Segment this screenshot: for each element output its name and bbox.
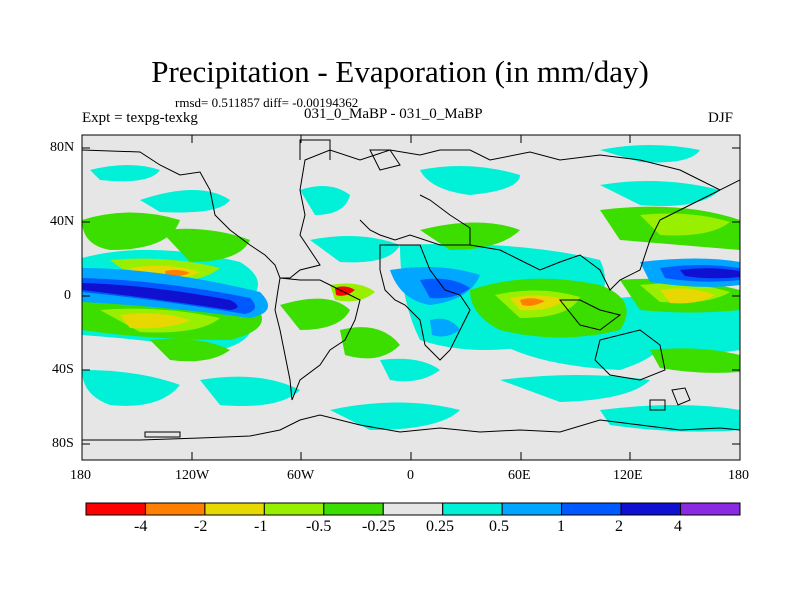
colorbar-swatch-11 — [680, 502, 741, 516]
lon-label-60w: 60W — [287, 468, 315, 483]
plot-title: Precipitation - Evaporation (in mm/day) — [151, 54, 649, 89]
colorbar-swatch-8 — [501, 502, 563, 516]
field-darkblue — [82, 268, 740, 310]
colorbar-swatch-10 — [620, 502, 682, 516]
colorbar-label-7: 0.5 — [489, 518, 509, 535]
lat-label-40n: 40N — [50, 214, 75, 229]
coastlines — [82, 139, 740, 441]
colorbar-swatch-7 — [442, 502, 503, 516]
colorbar-swatch-4 — [263, 502, 325, 516]
colorbar-label-5: -0.25 — [362, 518, 396, 535]
lon-label-0: 0 — [407, 468, 414, 483]
colorbar-swatch-9 — [561, 502, 622, 516]
lon-label-60e: 60E — [508, 468, 531, 483]
colorbar-swatch-6 — [382, 502, 444, 516]
colorbar-swatch-1 — [85, 502, 146, 516]
lon-label-180e: 180 — [728, 468, 749, 483]
colorbar-swatch-2 — [144, 502, 206, 516]
map-field — [82, 135, 740, 460]
lat-label-40s: 40S — [52, 362, 74, 377]
colorbar-swatch-3 — [204, 502, 265, 516]
colorbar-label-8: 1 — [557, 518, 565, 535]
axis-ticks — [81, 135, 741, 460]
field-red — [165, 269, 545, 306]
lat-label-0: 0 — [64, 288, 71, 303]
lon-label-180w: 180 — [70, 468, 91, 483]
lon-label-120e: 120E — [613, 468, 643, 483]
experiment-label: Expt = texpg-texkg — [82, 110, 198, 126]
runs-label: 031_0_MaBP - 031_0_MaBP — [304, 106, 483, 122]
colorbar — [85, 502, 741, 516]
colorbar-label-2: -2 — [194, 518, 208, 535]
colorbar-label-6: 0.25 — [426, 518, 454, 535]
colorbar-label-9: 2 — [615, 518, 623, 535]
lat-label-80n: 80N — [50, 140, 75, 155]
lon-label-120w: 120W — [175, 468, 210, 483]
lat-label-80s: 80S — [52, 436, 74, 451]
colorbar-label-10: 4 — [674, 518, 682, 535]
colorbar-label-3: -1 — [254, 518, 268, 535]
colorbar-swatch-5 — [323, 502, 384, 516]
stats-text: rmsd= 0.511857 diff= -0.00194362 — [175, 95, 359, 110]
season-label: DJF — [708, 110, 734, 126]
colorbar-label-1: -4 — [134, 518, 148, 535]
colorbar-label-4: -0.5 — [306, 518, 332, 535]
